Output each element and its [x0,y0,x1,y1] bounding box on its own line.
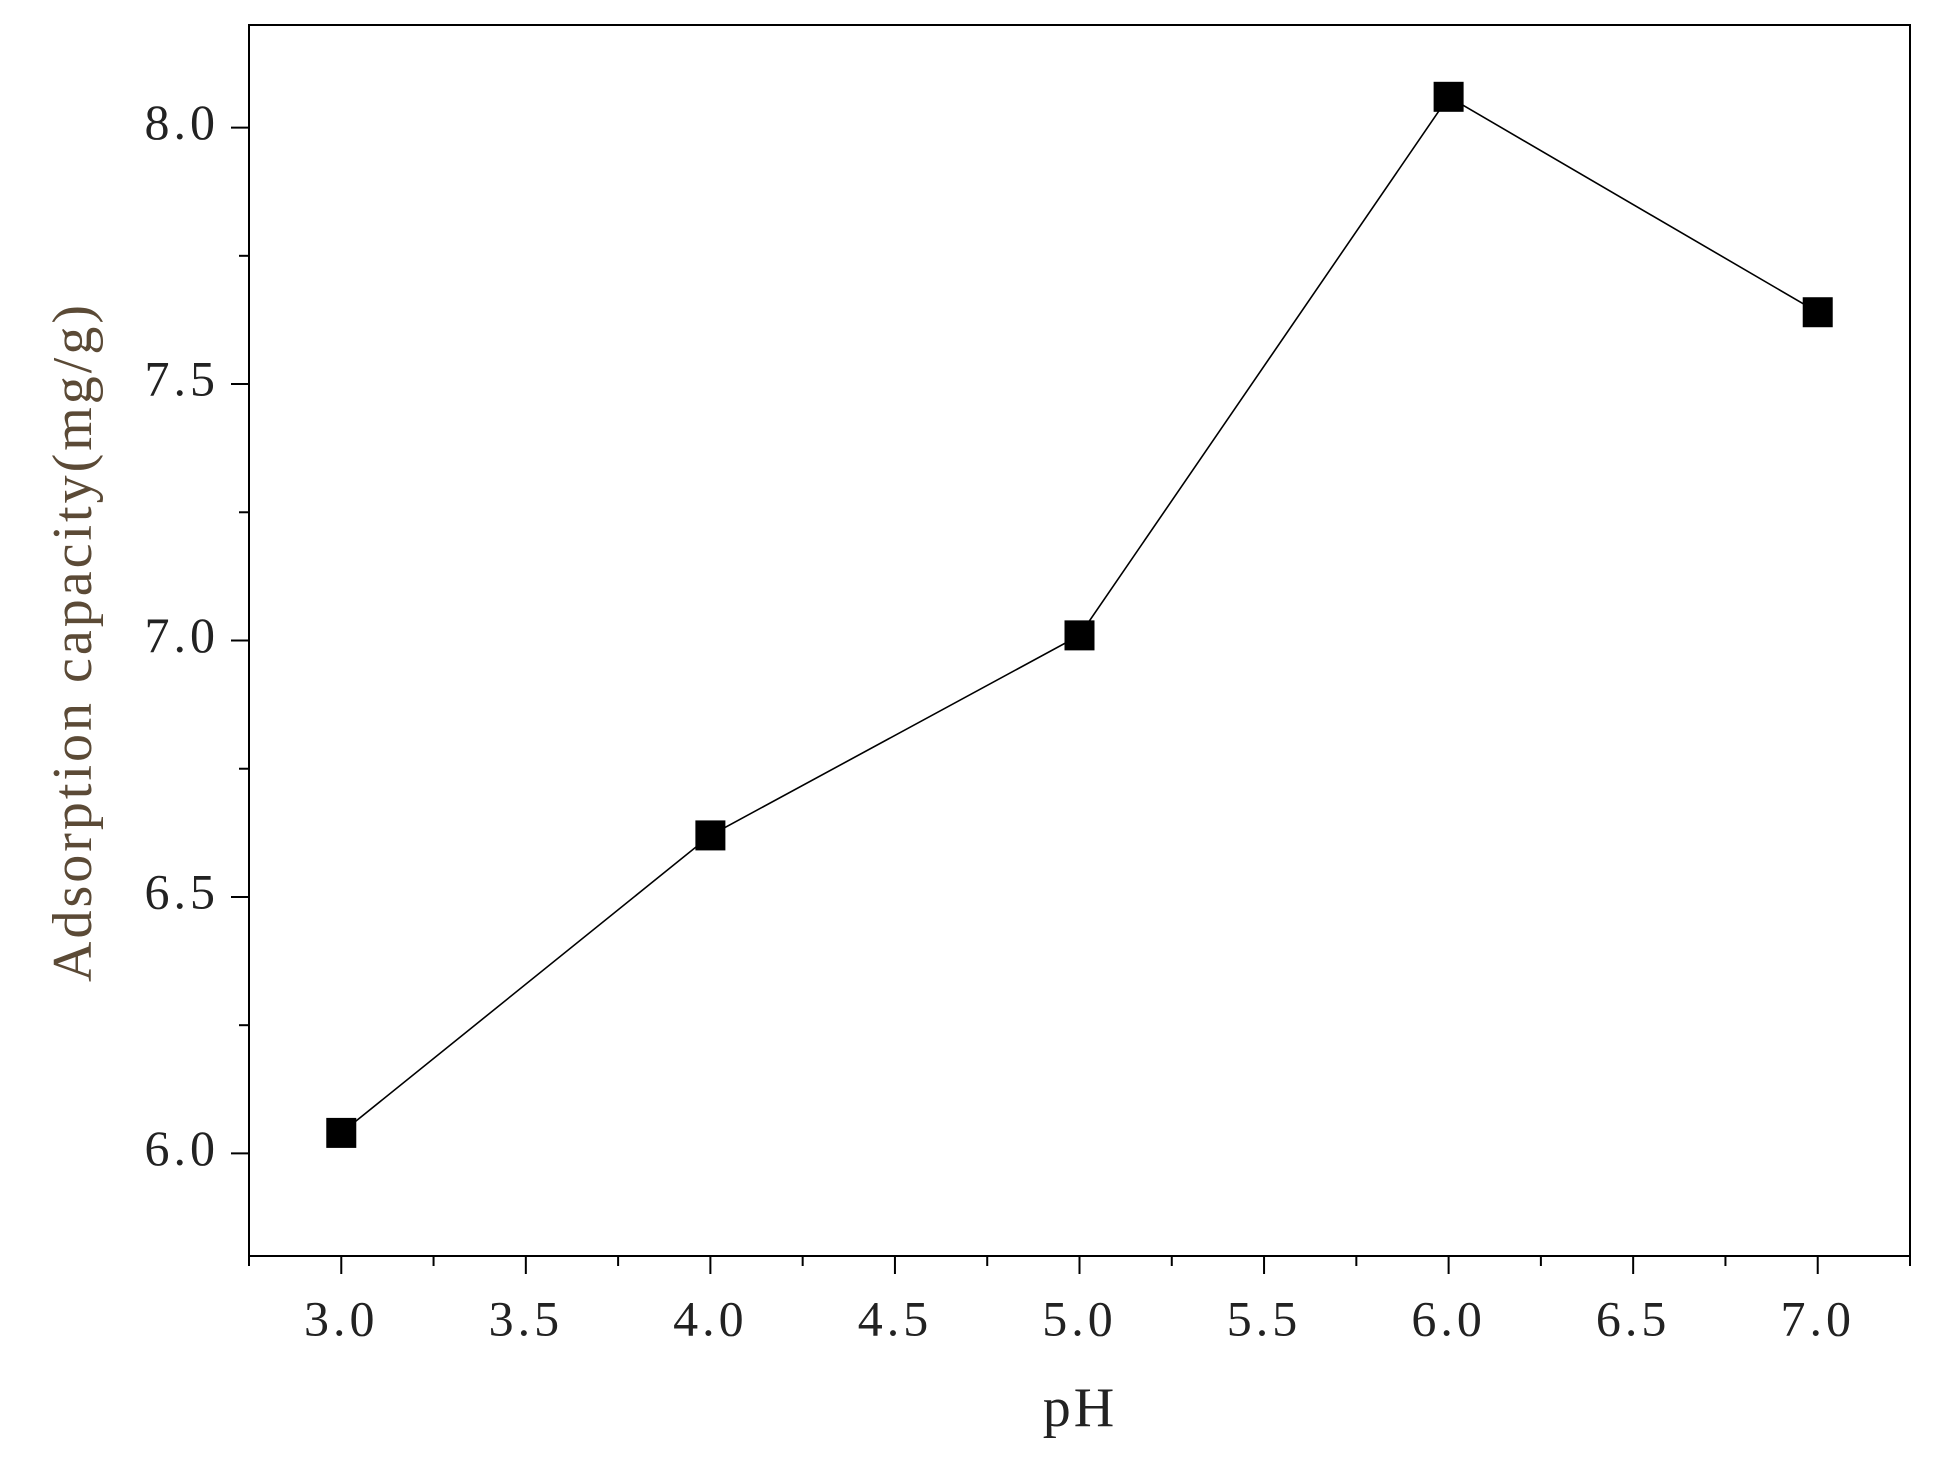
y-tick-label: 6.5 [145,863,220,919]
data-marker [1064,620,1095,651]
x-axis-title: pH [1043,1377,1117,1439]
data-marker [1433,81,1464,112]
x-tick-label: 5.5 [1227,1290,1302,1346]
x-tick-label: 4.0 [673,1290,748,1346]
x-tick-label: 6.5 [1596,1290,1671,1346]
y-tick-label: 7.5 [145,351,220,407]
data-marker [326,1117,357,1148]
y-tick-label: 6.0 [145,1120,220,1176]
x-tick-label: 6.0 [1411,1290,1486,1346]
x-tick-label: 3.0 [304,1290,379,1346]
data-marker [1802,297,1833,328]
y-tick-label: 7.0 [145,607,220,663]
x-tick-label: 7.0 [1780,1290,1855,1346]
data-line [340,95,1819,1134]
y-axis-title: Adsorption capacity(mg/g) [42,302,104,982]
y-tick-label: 8.0 [145,94,220,150]
data-marker [695,820,726,851]
x-tick-label: 5.0 [1042,1290,1117,1346]
x-tick-label: 3.5 [489,1290,564,1346]
x-tick-label: 4.5 [858,1290,933,1346]
